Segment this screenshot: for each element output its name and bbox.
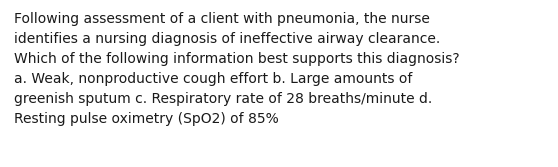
Text: Following assessment of a client with pneumonia, the nurse
identifies a nursing : Following assessment of a client with pn… bbox=[14, 12, 460, 126]
